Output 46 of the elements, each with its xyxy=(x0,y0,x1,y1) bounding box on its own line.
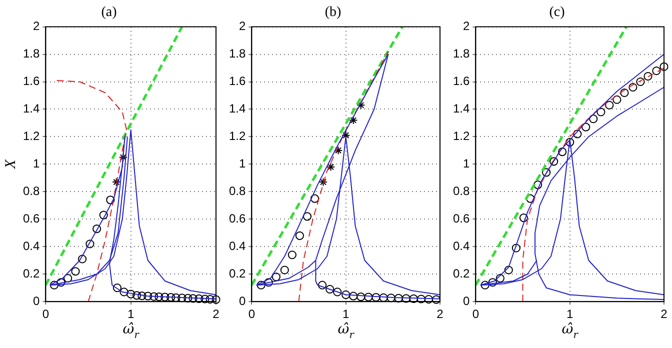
y-axis-title: X xyxy=(2,158,19,170)
y-tick-label: 1.8 xyxy=(228,46,246,61)
y-tick-label: 0.6 xyxy=(452,211,470,226)
y-tick-label: 1 xyxy=(238,156,246,171)
y-tick-label: 1.2 xyxy=(228,129,246,144)
y-tick-label: 0.8 xyxy=(22,184,40,198)
y-tick-label: 0.4 xyxy=(22,238,40,253)
y-tick-label: 1.4 xyxy=(228,102,246,116)
y-tick-label: 1.2 xyxy=(22,129,40,144)
y-tick-label: 1.2 xyxy=(452,129,470,144)
y-tick-label: 0.2 xyxy=(452,266,470,280)
y-tick-label: 2 xyxy=(32,19,40,34)
x-tick-label: 2 xyxy=(436,307,444,322)
y-tick-label: 1 xyxy=(462,156,470,171)
y-tick-label: 1.6 xyxy=(228,74,246,88)
y-tick-label: 1.8 xyxy=(22,46,40,61)
y-tick-label: 0 xyxy=(462,294,470,308)
x-tick-label: 1 xyxy=(342,307,350,322)
y-tick-label: 2 xyxy=(462,19,470,34)
x-tick-label: 0 xyxy=(42,307,50,322)
y-tick-label: 0.2 xyxy=(228,266,246,280)
y-tick-label: 1.4 xyxy=(22,102,40,116)
y-tick-label: 0.2 xyxy=(22,266,40,280)
chart-title: (b) xyxy=(324,5,342,20)
y-tick-label: 0.6 xyxy=(22,211,40,226)
x-tick-label: 1 xyxy=(127,307,134,322)
x-tick-label: 0 xyxy=(248,307,256,322)
x-tick-label: 2 xyxy=(660,307,668,322)
y-tick-label: 1.6 xyxy=(22,74,40,88)
chart-title: (a) xyxy=(101,5,118,20)
y-tick-label: 1.6 xyxy=(452,74,470,88)
y-tick-label: 1 xyxy=(32,156,40,171)
x-tick-label: 2 xyxy=(212,307,220,322)
x-tick-label: 0 xyxy=(472,307,480,322)
x-tick-label: 1 xyxy=(566,307,574,322)
y-tick-label: 0.4 xyxy=(452,238,470,253)
y-tick-label: 1.4 xyxy=(452,102,470,116)
y-tick-label: 1.8 xyxy=(452,46,470,61)
y-tick-label: 0.6 xyxy=(228,211,246,226)
y-tick-label: 0 xyxy=(238,294,246,308)
y-tick-label: 2 xyxy=(238,19,246,34)
y-tick-label: 0.4 xyxy=(228,238,246,253)
chart-title: (c) xyxy=(549,5,566,20)
y-tick-label: 0.8 xyxy=(228,184,246,198)
y-tick-label: 0 xyxy=(32,294,40,308)
y-tick-label: 0.8 xyxy=(452,184,470,198)
